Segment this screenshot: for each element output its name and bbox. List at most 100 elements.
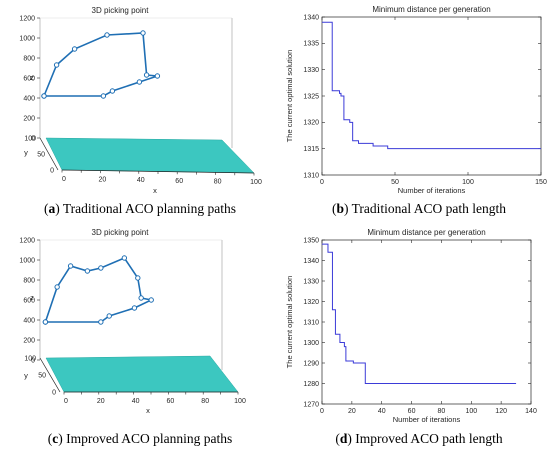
caption-text: ) <box>347 431 355 446</box>
x-tick-label: 40 <box>132 398 140 405</box>
x-axis-label: Number of iterations <box>398 186 466 195</box>
z-tick-label: 0 <box>31 357 35 364</box>
y-tick-label: 1270 <box>303 401 319 408</box>
picking-point <box>136 79 143 85</box>
caption-text: Improved ACO path length <box>355 431 503 446</box>
z-tick-label: 1200 <box>19 237 35 244</box>
z-tick-label: 400 <box>23 95 35 102</box>
picking-point <box>84 268 91 274</box>
picking-point <box>54 284 60 290</box>
caption-b: (b) Traditional ACO path length <box>332 201 506 216</box>
y-axis-line <box>39 357 61 393</box>
y-tick-label: 1325 <box>303 93 319 100</box>
y-tick-label: 1320 <box>303 299 319 306</box>
x-tick-label: 0 <box>320 408 324 415</box>
x-tick-label: 100 <box>462 179 474 186</box>
panel-a-3d-plot: 0 200 400 600 800 1000 1200 z 0 20 40 60 80 100 x 0 50 10… <box>19 6 262 195</box>
x-tick-label: 80 <box>201 398 209 405</box>
picking-point <box>106 313 112 319</box>
z-tick-label: 1000 <box>19 35 35 42</box>
caption-text: ) <box>55 201 63 216</box>
panel-d-line-chart: 0 20 40 60 80 100 120 140 1270 1280 1290 1300 1310 13… <box>285 228 537 424</box>
z-tick-label: 800 <box>23 277 35 284</box>
y-axis-line <box>39 137 59 171</box>
z-tick-label: 600 <box>23 297 35 304</box>
caption-text: ( <box>332 201 337 216</box>
convergence-line <box>322 243 517 384</box>
x-tick-label: 80 <box>214 178 222 185</box>
caption-letter: c <box>52 431 58 446</box>
y-tick-label: 1330 <box>303 278 319 285</box>
picking-point <box>53 62 60 68</box>
x-tick-label: 100 <box>234 398 246 405</box>
caption-text: ( <box>44 201 49 216</box>
caption-a: (a) Traditional ACO planning paths <box>44 201 236 216</box>
picking-point <box>131 305 138 311</box>
y-tick-label: 0 <box>50 167 54 174</box>
z-axis-label: z <box>30 73 34 82</box>
caption-text: ( <box>48 431 53 446</box>
caption-text: Improved ACO planning paths <box>66 431 232 446</box>
y-tick-label: 100 <box>24 135 36 142</box>
picking-point <box>67 263 74 269</box>
x-tick-label: 40 <box>378 408 386 415</box>
y-tick-label: 1320 <box>303 120 319 127</box>
chart-title: 3D picking point <box>92 6 150 15</box>
caption-d: (d) Improved ACO path length <box>335 431 502 446</box>
y-axis-label: y <box>24 371 28 380</box>
chart-title: 3D picking point <box>92 228 150 237</box>
x-tick-label: 60 <box>167 398 175 405</box>
x-tick-label: 0 <box>64 398 68 405</box>
y-axis-label: The current optimal solution <box>285 50 294 143</box>
picking-point <box>140 30 146 36</box>
x-tick-label: 60 <box>408 408 416 415</box>
floor-plane <box>45 355 239 393</box>
picking-point <box>143 72 150 78</box>
caption-letter: d <box>340 431 348 446</box>
z-axis-label: z <box>30 293 34 302</box>
picking-point <box>121 255 128 261</box>
caption-text: ( <box>335 431 340 446</box>
caption-c: (c) Improved ACO planning paths <box>48 431 232 446</box>
z-tick-label: 0 <box>31 135 35 142</box>
panel-b-line-chart: 0 50 100 150 1310 1315 1320 1325 1330 1335 1340 Min… <box>285 5 547 195</box>
z-tick-label: 1000 <box>19 257 35 264</box>
x-tick-label: 100 <box>465 408 477 415</box>
x-axis-label: Number of iterations <box>393 415 461 424</box>
y-tick-label: 100 <box>24 355 36 362</box>
y-axis-label: y <box>24 148 28 157</box>
x-tick-label: 20 <box>97 398 105 405</box>
picking-point <box>98 319 104 325</box>
x-tick-label: 100 <box>250 179 262 186</box>
floor-plane <box>45 137 255 174</box>
x-tick-label: 80 <box>438 408 446 415</box>
y-tick-label: 0 <box>52 389 56 396</box>
x-tick-label: 50 <box>391 179 399 186</box>
y-tick-label: 1310 <box>303 172 319 179</box>
z-tick-label: 800 <box>23 55 35 62</box>
panel-c-3d-plot: 0 200 400 600 800 1000 1200 z 0 20 40 60 80 100 x 0 50 10… <box>19 228 246 415</box>
z-tick-label: 600 <box>23 75 35 82</box>
x-tick-label: 20 <box>99 177 107 184</box>
x-axis-label: x <box>146 406 150 415</box>
y-tick-label: 1340 <box>303 14 319 21</box>
x-tick-label: 0 <box>320 179 324 186</box>
x-tick-label: 40 <box>137 177 145 184</box>
picking-point <box>109 88 116 94</box>
picking-point <box>148 297 154 303</box>
y-tick-label: 1330 <box>303 67 319 74</box>
x-tick-label: 140 <box>525 408 537 415</box>
picking-point <box>41 93 47 99</box>
chart-title: Minimum distance per generation <box>367 228 485 237</box>
convergence-line <box>322 21 541 150</box>
x-tick-label: 60 <box>175 178 183 185</box>
y-tick-label: 1335 <box>303 41 319 48</box>
x-axis-label: x <box>153 186 157 195</box>
picking-point <box>42 319 49 325</box>
y-tick-label: 1280 <box>303 381 319 388</box>
y-axis-label: The current optimal solution <box>285 276 294 369</box>
picking-point <box>135 275 141 281</box>
picking-path-line <box>43 32 158 97</box>
caption-letter: a <box>48 201 55 216</box>
x-tick-label: 20 <box>348 408 356 415</box>
